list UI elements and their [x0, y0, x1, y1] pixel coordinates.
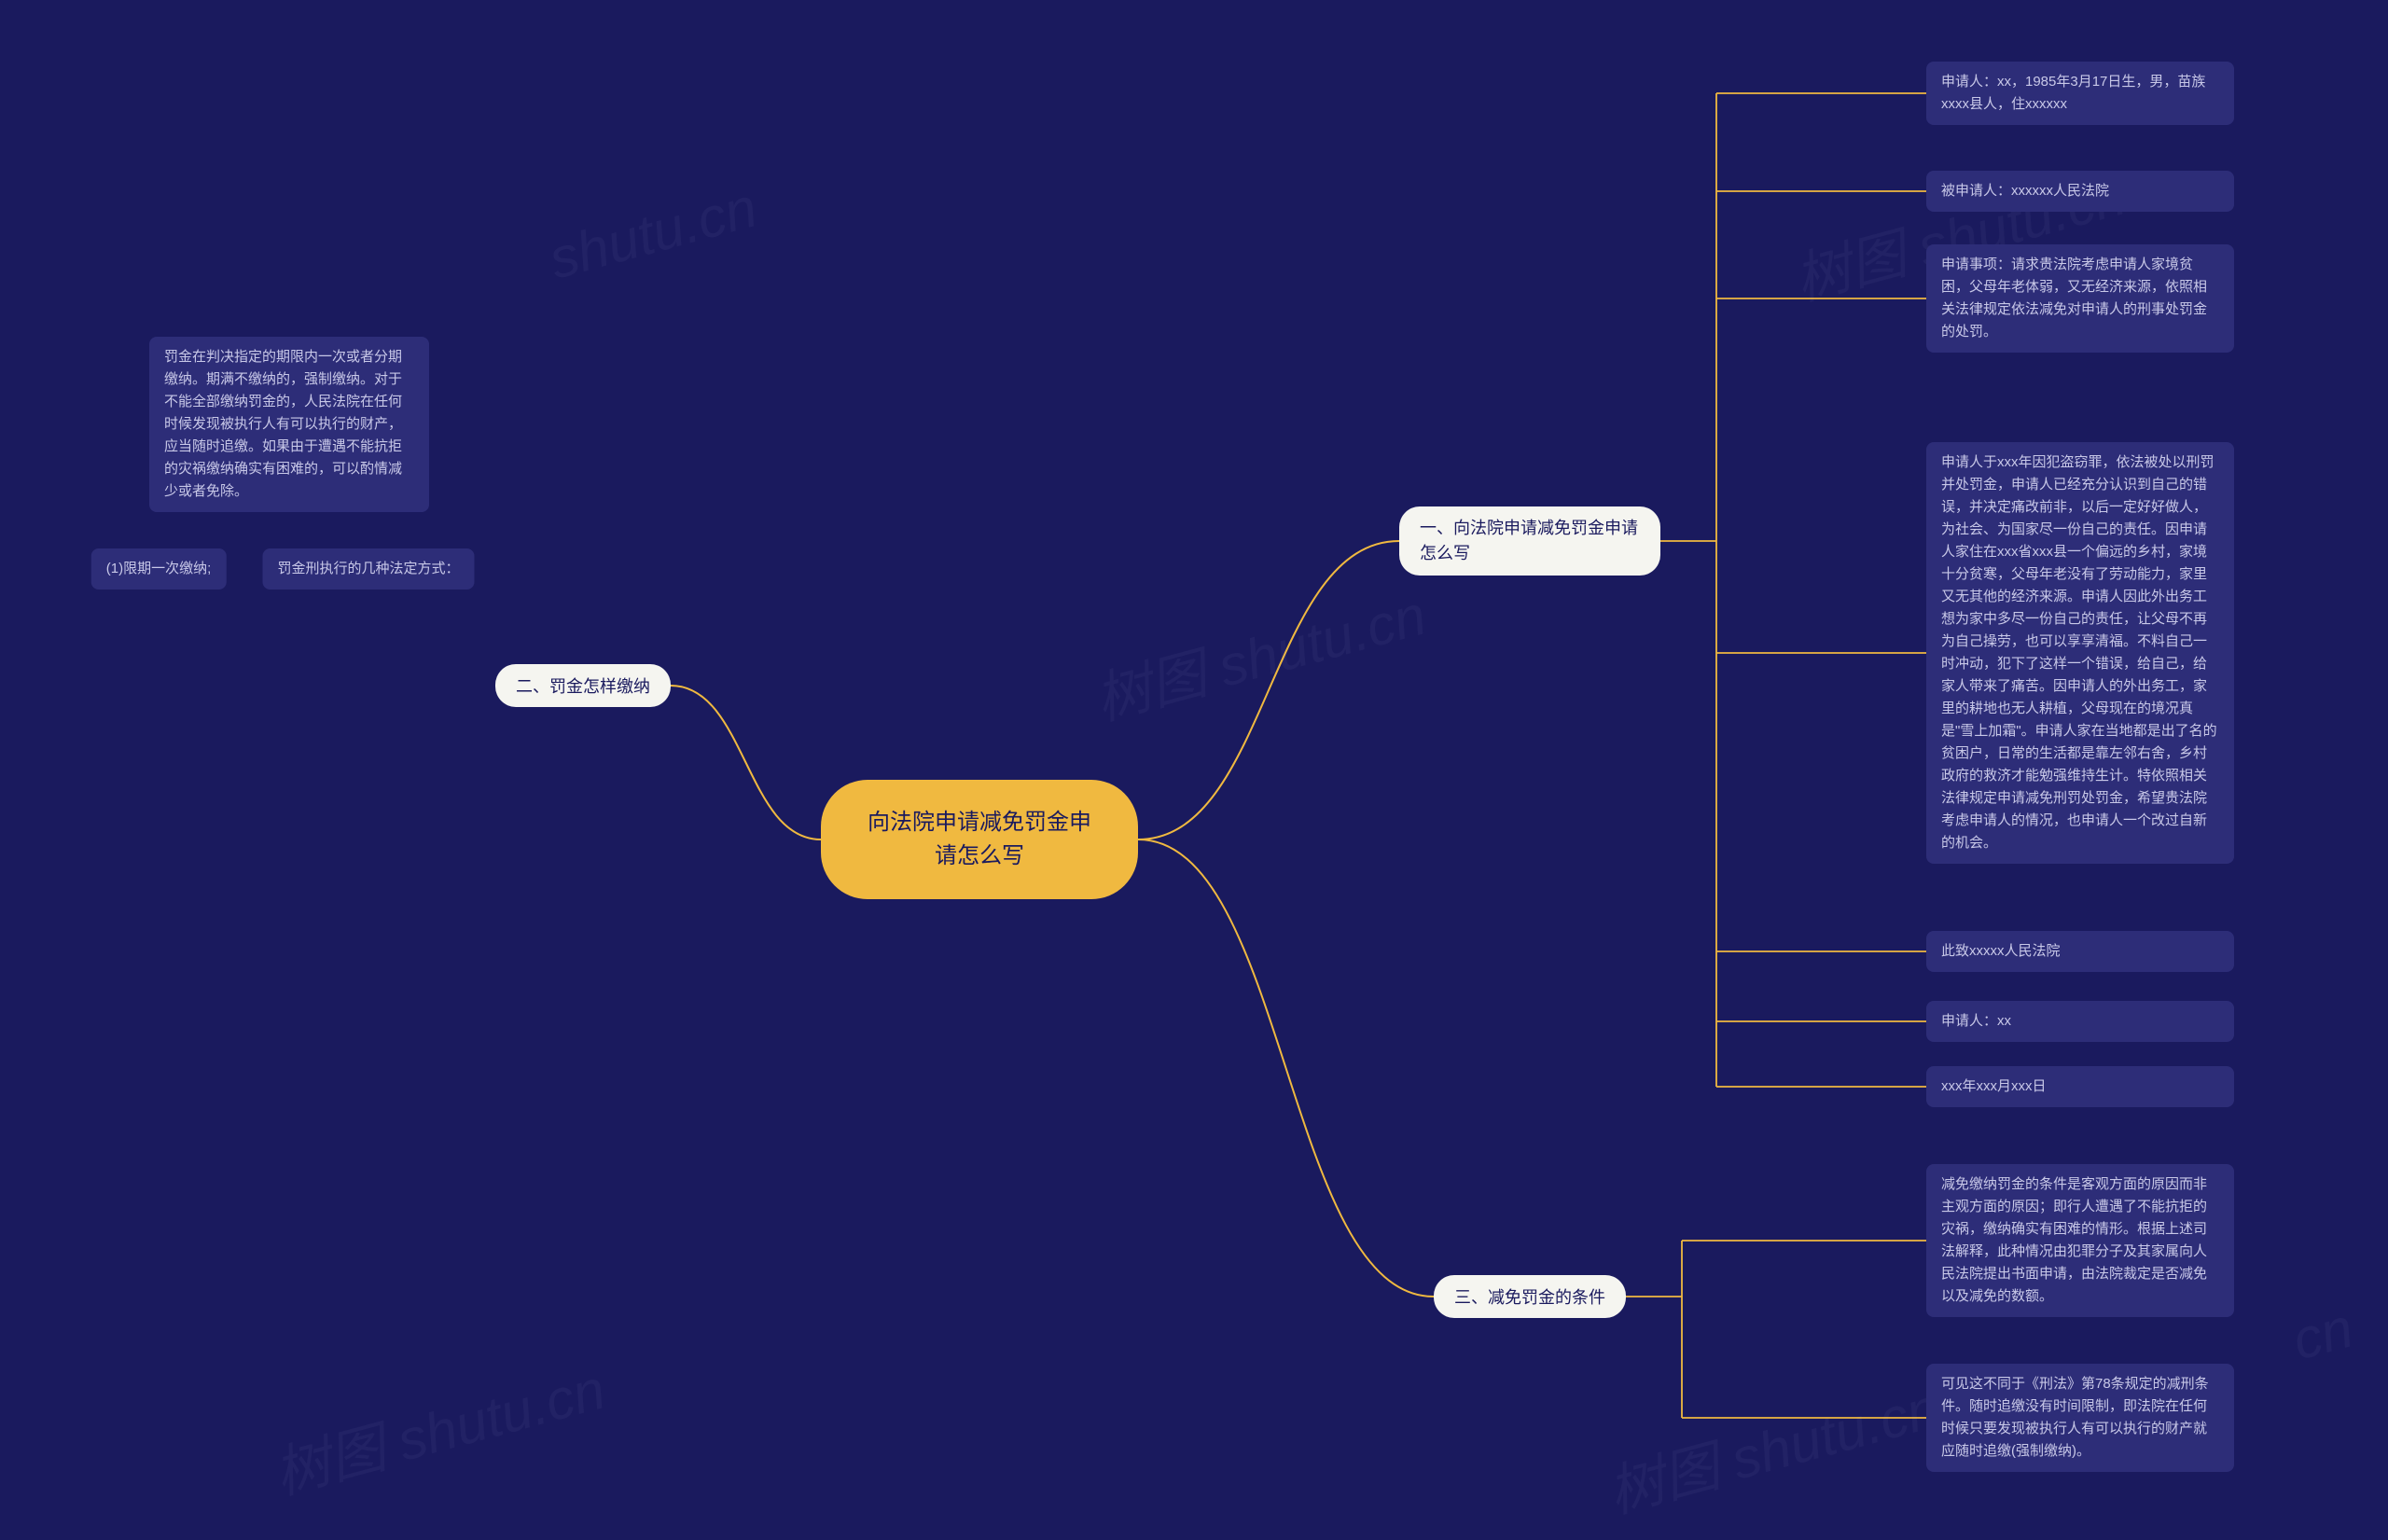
leaf-b1l3: 申请事项：请求贵法院考虑申请人家境贫困，父母年老体弱，又无经济来源，依照相关法律… [1926, 244, 2234, 353]
leaf-b3l2: 可见这不同于《刑法》第78条规定的减刑条件。随时追缴没有时间限制，即法院在任何时… [1926, 1364, 2234, 1472]
branch-b3: 三、减免罚金的条件 [1434, 1275, 1626, 1318]
leaf-b1l2: 被申请人：xxxxxx人民法院 [1926, 171, 2234, 212]
leaf-b1l5: 此致xxxxx人民法院 [1926, 931, 2234, 972]
leaf-b1l4: 申请人于xxx年因犯盗窃罪，依法被处以刑罚并处罚金，申请人已经充分认识到自己的错… [1926, 442, 2234, 864]
leaf-b2l2s: (1)限期一次缴纳; [91, 548, 227, 590]
leaf-b1l7: xxx年xxx月xxx日 [1926, 1066, 2234, 1107]
watermark: shutu.cn [543, 174, 764, 291]
watermark: cn [2285, 1295, 2359, 1372]
center-node: 向法院申请减免罚金申请怎么写 [821, 780, 1138, 899]
branch-b2: 二、罚金怎样缴纳 [495, 664, 671, 707]
watermark: 树图 shutu.cn [1598, 1363, 1947, 1529]
leaf-b2l1: 罚金在判决指定的期限内一次或者分期缴纳。期满不缴纳的，强制缴纳。对于不能全部缴纳… [149, 337, 429, 512]
leaf-b2l2: 罚金刑执行的几种法定方式： [262, 548, 474, 590]
watermark: 树图 shutu.cn [1085, 570, 1434, 736]
branch-b1: 一、向法院申请减免罚金申请怎么写 [1399, 506, 1660, 576]
watermark: 树图 shutu.cn [264, 1344, 613, 1510]
leaf-b1l6: 申请人：xx [1926, 1001, 2234, 1042]
leaf-b3l1: 减免缴纳罚金的条件是客观方面的原因而非主观方面的原因；即行人遭遇了不能抗拒的灾祸… [1926, 1164, 2234, 1317]
leaf-b1l1: 申请人：xx，1985年3月17日生，男，苗族xxxx县人，住xxxxxx [1926, 62, 2234, 125]
